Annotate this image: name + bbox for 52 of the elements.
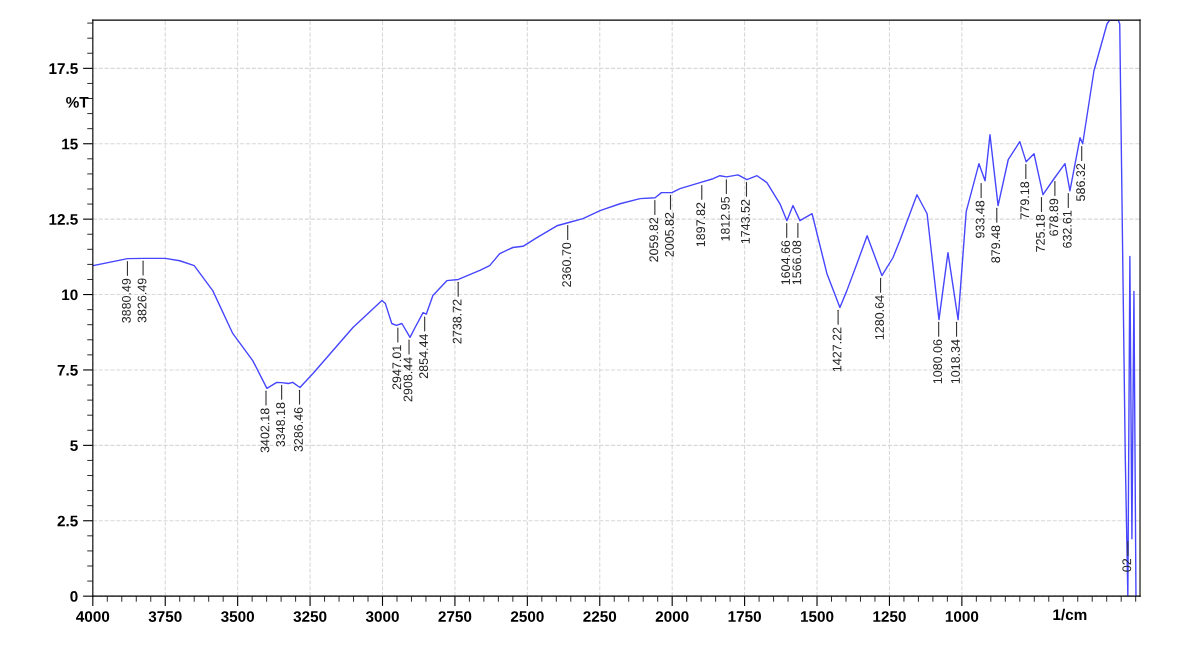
- annotation: 2360.70: [562, 242, 572, 287]
- annotation: 2005.82: [665, 212, 674, 257]
- annotation: 2947.01: [392, 345, 402, 390]
- annotation: 3286.46: [294, 407, 303, 452]
- annotation: 1897.82: [696, 202, 706, 247]
- x-tick-label: 2500: [510, 611, 544, 622]
- y-tick-label: 2.5: [57, 515, 78, 527]
- x-tick-label: 3750: [148, 611, 182, 622]
- x-tick-label: 1250: [873, 611, 906, 622]
- annotation: 1427.22: [832, 327, 842, 372]
- y-tick-label: 17.5: [49, 63, 78, 75]
- annotation: 3826.49: [137, 278, 147, 323]
- y-tick-label: 0: [70, 591, 78, 602]
- y-tick-label: 12.5: [49, 214, 78, 225]
- annotation: 1018.34: [951, 339, 960, 384]
- annotation: 586.32: [1076, 163, 1086, 201]
- annotation: 02: [1122, 558, 1132, 572]
- x-tick-label: 2250: [583, 611, 617, 622]
- annotation: 1080.06: [933, 339, 943, 384]
- y-tick-label: 15: [62, 138, 78, 150]
- annotation: 933.48: [975, 200, 985, 238]
- annotation: 2059.82: [649, 217, 659, 262]
- annotation: 2738.72: [452, 299, 462, 344]
- x-tick-label: 1500: [800, 611, 834, 622]
- annotation: 1604.66: [781, 240, 791, 285]
- annotation: 3402.18: [260, 408, 270, 453]
- annotation: 1566.08: [792, 240, 802, 285]
- y-tick-label: 7.5: [57, 364, 78, 376]
- x-tick-label: 2000: [655, 611, 689, 622]
- annotation: 879.48: [991, 225, 1001, 263]
- annotation: 1743.52: [740, 199, 750, 244]
- y-tick-label: 5: [70, 440, 78, 452]
- annotation: 1280.64: [875, 295, 884, 340]
- y-axis-title: %T: [66, 96, 89, 108]
- x-tick-label: 3500: [221, 611, 255, 622]
- x-tick-label: 3000: [365, 611, 399, 622]
- annotation: 632.61: [1062, 210, 1072, 248]
- x-axis-title: 1/cm: [1053, 608, 1087, 621]
- y-tick-label: 10: [62, 289, 78, 301]
- x-tick-label: 4000: [76, 611, 110, 622]
- annotation: 678.89: [1049, 198, 1059, 236]
- x-tick-label: 2750: [438, 611, 472, 622]
- annotation: 725.18: [1035, 214, 1045, 252]
- x-tick-label: 3250: [293, 611, 327, 622]
- x-tick-label: 1750: [728, 611, 761, 622]
- annotation: 779.18: [1020, 181, 1030, 219]
- annotation: 3348.18: [276, 402, 285, 447]
- x-tick-label: 1000: [945, 611, 979, 622]
- annotation: 2854.44: [419, 333, 429, 379]
- annotation: 1812.95: [720, 196, 730, 241]
- annotation: 3880.49: [121, 278, 131, 323]
- annotation: 2908.44: [403, 357, 413, 402]
